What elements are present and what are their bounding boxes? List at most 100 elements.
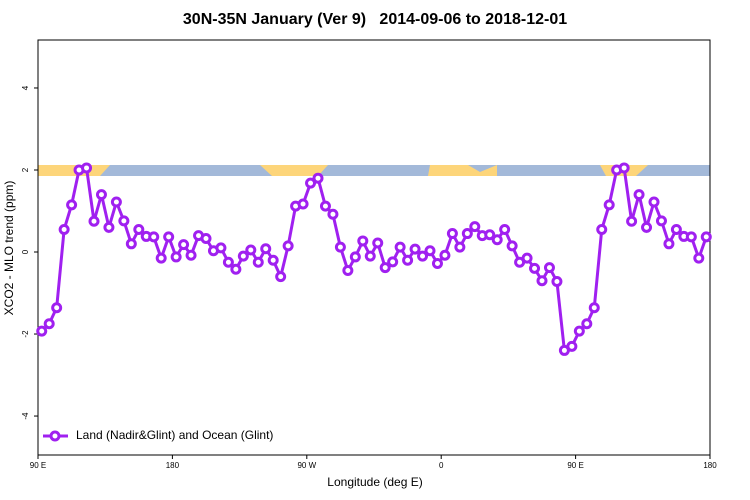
data-point	[43, 318, 55, 330]
data-point	[521, 252, 533, 264]
data-point	[461, 228, 473, 240]
legend-marker	[49, 430, 61, 442]
data-point	[499, 223, 511, 235]
data-point	[618, 162, 630, 174]
data-point	[103, 221, 115, 233]
data-point	[424, 245, 436, 257]
data-point	[66, 199, 78, 211]
x-axis-label: Longitude (deg E)	[327, 475, 422, 489]
data-point	[387, 256, 399, 268]
data-point	[566, 340, 578, 352]
data-point	[58, 223, 70, 235]
data-point	[685, 231, 697, 243]
data-point	[163, 231, 175, 243]
data-point	[484, 229, 496, 241]
data-point	[222, 256, 234, 268]
data-point	[327, 208, 339, 220]
x-tick-label: 0	[439, 461, 444, 470]
land-band	[38, 165, 88, 176]
data-point	[319, 200, 331, 212]
data-point	[417, 250, 429, 262]
data-point	[237, 250, 249, 262]
data-point	[245, 244, 257, 256]
data-point	[125, 238, 137, 250]
data-point	[394, 241, 406, 253]
data-point	[506, 240, 518, 252]
data-point	[626, 215, 638, 227]
data-point	[603, 199, 615, 211]
y-tick-label: 4	[21, 85, 30, 90]
data-point	[372, 237, 384, 249]
data-point	[297, 198, 309, 210]
data-point	[551, 276, 563, 288]
data-point	[633, 189, 645, 201]
data-point	[36, 325, 48, 337]
data-point	[312, 172, 324, 184]
data-point	[469, 221, 481, 233]
data-point	[491, 234, 503, 246]
chart-title: 30N-35N January (Ver 9) 2014-09-06 to 20…	[183, 11, 567, 28]
data-point	[655, 215, 667, 227]
y-axis-label: XCO2 - MLO trend (ppm)	[2, 181, 16, 316]
data-point	[364, 250, 376, 262]
data-point	[260, 243, 272, 255]
data-point	[700, 231, 712, 243]
data-point	[215, 242, 227, 254]
data-point	[641, 221, 653, 233]
land-ocean-band	[38, 165, 710, 176]
legend-label: Land (Nadir&Glint) and Ocean (Glint)	[76, 428, 273, 442]
data-point	[573, 325, 585, 337]
data-point	[648, 196, 660, 208]
data-point	[581, 318, 593, 330]
data-point	[110, 196, 122, 208]
data-point	[178, 239, 190, 251]
data-point	[81, 162, 93, 174]
data-point	[155, 252, 167, 264]
data-point	[267, 254, 279, 266]
y-tick-label: -4	[21, 412, 30, 420]
data-point	[409, 243, 421, 255]
data-point	[118, 215, 130, 227]
x-tick-label: 180	[166, 461, 180, 470]
x-tick-label: 180	[703, 461, 717, 470]
land-band	[260, 165, 328, 176]
data-point	[342, 264, 354, 276]
x-tick-label: 90 E	[30, 461, 46, 470]
data-point	[305, 177, 317, 189]
x-tick-label: 90 W	[297, 461, 316, 470]
y-tick-label: 0	[21, 249, 30, 254]
land-band	[88, 165, 110, 176]
data-point	[95, 189, 107, 201]
data-point	[454, 241, 466, 253]
data-point	[670, 223, 682, 235]
data-point	[543, 262, 555, 274]
data-point	[379, 262, 391, 274]
data-point	[446, 228, 458, 240]
data-point	[693, 252, 705, 264]
data-point	[402, 254, 414, 266]
data-point	[596, 223, 608, 235]
x-tick-label: 90 E	[567, 461, 583, 470]
data-point	[431, 257, 443, 269]
plot-frame	[37, 39, 711, 456]
land-band	[428, 165, 497, 176]
data-point	[88, 215, 100, 227]
data-point	[357, 235, 369, 247]
data-point	[588, 302, 600, 314]
data-point	[51, 302, 63, 314]
ocean-band	[38, 165, 710, 176]
data-point	[282, 240, 294, 252]
data-point	[170, 251, 182, 263]
data-point	[349, 251, 361, 263]
y-tick-label: 2	[21, 167, 30, 172]
data-point	[200, 232, 212, 244]
data-point	[275, 271, 287, 283]
data-point	[663, 238, 675, 250]
data-point	[148, 231, 160, 243]
y-tick-label: -2	[21, 330, 30, 338]
data-point	[133, 223, 145, 235]
data-point	[252, 256, 264, 268]
data-point	[185, 249, 197, 261]
data-point	[439, 249, 451, 261]
